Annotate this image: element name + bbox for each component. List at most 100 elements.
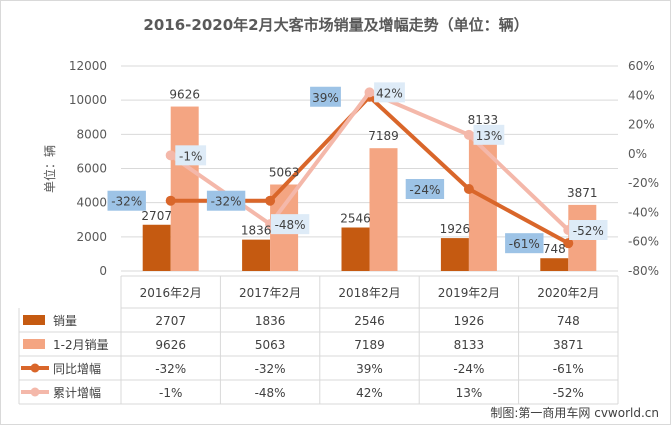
y2-tick-label: 20% — [628, 118, 655, 132]
chart-title: 2016-2020年2月大客市场销量及增幅走势（单位：辆） — [143, 16, 528, 34]
y2-tick-label: -40% — [628, 205, 659, 219]
line-point — [463, 129, 474, 140]
table-cell: 42% — [356, 386, 383, 400]
legend-swatch — [23, 315, 45, 325]
y-axis-title: 单位：辆 — [42, 145, 57, 193]
line-point — [165, 195, 176, 206]
axes: 0 2000 4000 6000 8000 10000 12000 -80% -60% -40% -… — [42, 59, 659, 278]
bar-value-label: 2546 — [340, 212, 371, 226]
line-value-label: 42% — [376, 86, 403, 100]
line-value-label: -24% — [409, 183, 440, 197]
table-cell: -32% — [155, 362, 186, 376]
table-cell: -1% — [159, 386, 182, 400]
bar-value-label: 7189 — [368, 129, 399, 143]
line-label-box — [405, 179, 445, 199]
y-tick-label: 0 — [99, 264, 107, 278]
bar-monthly — [341, 227, 370, 271]
legend-marker — [30, 363, 40, 373]
bar-cumulative — [369, 148, 398, 271]
line-label-box — [569, 220, 608, 240]
line-value-label: -61% — [509, 237, 540, 251]
y2-tick-label: -60% — [628, 235, 659, 249]
line-value-label: -52% — [573, 224, 604, 238]
x-tick-label: 2018年2月 — [338, 286, 400, 300]
table-cell: 9626 — [155, 338, 186, 352]
table-cell: 2546 — [354, 314, 385, 328]
bar-value-label: 1836 — [241, 224, 272, 238]
table-cell: -48% — [255, 386, 286, 400]
table-cell: 7189 — [354, 338, 385, 352]
line-label-box — [310, 86, 341, 107]
table-cell: -52% — [553, 386, 584, 400]
y2-tick-label: 0% — [628, 147, 647, 161]
line-value-label: -1% — [179, 149, 202, 163]
chart-credit: 制图:第一商用车网 cvworld.cn — [490, 405, 659, 420]
y2-tick-label: -20% — [628, 176, 659, 190]
y-tick-label: 8000 — [76, 127, 107, 141]
legend-label: 1-2月销量 — [53, 338, 109, 352]
table-cell: 3871 — [553, 338, 584, 352]
y-tick-label: 6000 — [76, 162, 107, 176]
y-tick-label: 12000 — [69, 59, 107, 73]
line-value-label: -48% — [275, 218, 306, 232]
bar-monthly — [540, 258, 569, 271]
line-label-box — [206, 190, 246, 211]
y-tick-label: 4000 — [76, 196, 107, 210]
line-label-box — [374, 82, 405, 103]
y2-tick-label: -80% — [628, 264, 659, 278]
bar-value-label: 5063 — [269, 166, 300, 180]
table-cell: 5063 — [255, 338, 286, 352]
table-cell: 1836 — [255, 314, 286, 328]
bar-value-label: 748 — [543, 242, 566, 256]
line-value-label: 13% — [476, 129, 503, 143]
line-point — [364, 87, 375, 98]
line-label-box — [505, 233, 544, 254]
line-value-label: -32% — [211, 195, 242, 209]
bar-cumulative — [170, 106, 199, 271]
line-value-label: -32% — [111, 195, 142, 209]
legend-label: 销量 — [53, 314, 77, 328]
y-tick-label: 2000 — [76, 230, 107, 244]
line-label-box — [473, 124, 505, 145]
legend-marker — [30, 387, 40, 397]
table-cell: 39% — [356, 362, 383, 376]
table-cell: 748 — [557, 314, 580, 328]
line-point — [265, 195, 276, 206]
line-value-label: 39% — [312, 91, 339, 105]
bar-monthly — [142, 224, 171, 271]
table-cell: -61% — [553, 362, 584, 376]
table-cell: 2707 — [155, 314, 186, 328]
data-labels: 2707 9626 1836 5063 2546 7189 1926 8133 748 3871 -… — [107, 82, 608, 256]
legend-label: 同比增幅 — [53, 361, 101, 376]
bar-value-label: 2707 — [141, 209, 172, 223]
x-tick-label: 2016年2月 — [140, 286, 202, 300]
table-cell: -32% — [255, 362, 286, 376]
legend-swatch — [23, 339, 45, 349]
bar-value-label: 3871 — [567, 186, 598, 200]
x-tick-label: 2020年2月 — [537, 286, 599, 300]
line-label-box — [175, 145, 207, 166]
line-point — [165, 150, 176, 161]
line-label-box — [270, 214, 310, 235]
legend-label: 累计增幅 — [53, 385, 101, 400]
table-cell: 8133 — [454, 338, 485, 352]
line-point — [563, 238, 574, 249]
y2-tick-label: 40% — [628, 88, 655, 102]
x-tick-label: 2019年2月 — [438, 286, 500, 300]
line-label-box — [107, 190, 146, 211]
bar-value-label: 8133 — [468, 113, 499, 127]
x-tick-label: 2017年2月 — [239, 286, 301, 300]
y2-tick-label: 60% — [628, 59, 655, 73]
bar-monthly — [440, 238, 469, 271]
y-tick-label: 10000 — [69, 93, 107, 107]
bar-monthly — [242, 239, 271, 271]
line-point — [463, 184, 474, 194]
table-cell: 1926 — [454, 314, 485, 328]
table-cell: -24% — [453, 362, 484, 376]
table-cell: 13% — [456, 386, 483, 400]
bar-value-label: 9626 — [169, 88, 200, 102]
bar-value-label: 1926 — [440, 222, 471, 236]
